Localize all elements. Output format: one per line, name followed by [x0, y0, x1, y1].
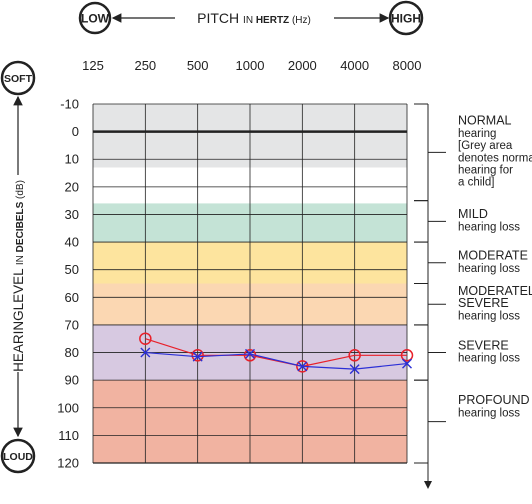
pitch-title-b: IN	[243, 15, 256, 26]
y-tick-label: 100	[57, 400, 79, 415]
x-marker-stroke	[349, 364, 360, 375]
y-tick-label: 90	[65, 373, 79, 388]
series-1-point	[297, 361, 308, 372]
pitch-title-d: (Hz)	[289, 15, 311, 26]
y-tick-label: 30	[65, 207, 79, 222]
category-subtext: hearing loss	[458, 407, 520, 419]
plot-area: -10 0 10 20 30 40 50 60 70 80 90 100 110 120 125 250 500…	[57, 58, 421, 471]
soft-badge	[0, 60, 36, 96]
y-tick-label: 60	[65, 290, 79, 305]
category-title: NORMAL	[458, 114, 512, 128]
loud-badge	[0, 438, 36, 474]
category-subtext: hearing loss	[458, 353, 520, 365]
series-1-point	[349, 364, 360, 375]
x-marker-stroke	[245, 348, 255, 359]
pitch-axis-header: LOW PITCH IN HERTZ (Hz) HIGH	[78, 0, 424, 36]
x-tick-label: 2000	[288, 58, 317, 73]
x-tick-label: 8000	[393, 58, 422, 73]
x-tick-label: 1000	[236, 58, 265, 73]
loud-label: LOUD	[3, 451, 33, 463]
category-title: PROFOUND	[458, 393, 530, 407]
category-subtext: hearing	[458, 128, 496, 140]
x-marker-stroke	[140, 347, 151, 358]
y-tick-label: -10	[60, 97, 79, 112]
category-title: SEVERE	[458, 338, 509, 352]
category-title: MODERATELY	[458, 284, 532, 298]
category-subtext: [Grey area	[458, 140, 513, 152]
level-title-d: (dB)	[15, 180, 26, 202]
x-tick-label: 4000	[340, 58, 369, 73]
high-label: HIGH	[391, 12, 421, 26]
low-label: LOW	[81, 12, 110, 26]
x-marker-stroke	[402, 358, 412, 369]
category-subtext: hearing loss	[458, 310, 520, 322]
y-tick-label: 10	[65, 152, 79, 167]
x-tick-label: 250	[134, 58, 156, 73]
category-subtext: denotes normal	[458, 152, 532, 164]
series-0-line	[145, 338, 407, 367]
pitch-title-a: PITCH	[197, 10, 243, 26]
soft-label: SOFT	[4, 73, 33, 85]
y-tick-label: 40	[65, 235, 79, 250]
y-tick-label: 120	[57, 456, 79, 471]
category-title: SEVERE	[458, 296, 509, 310]
y-tick-label: 50	[65, 262, 79, 277]
x-marker-stroke	[297, 361, 308, 372]
series-1-point	[402, 358, 412, 369]
series-1-line	[145, 351, 408, 370]
category-title: MODERATE	[458, 249, 528, 263]
low-badge	[78, 1, 112, 35]
category-subtext: hearing loss	[458, 263, 520, 275]
y-tick-label: 20	[65, 179, 79, 194]
series-0-point	[191, 349, 204, 362]
y-tick-label: 80	[65, 345, 79, 360]
y-tick-label: 0	[72, 124, 79, 139]
series-0-point	[139, 332, 152, 345]
series-1-point	[192, 351, 203, 362]
level-title-c: DECIBELS	[15, 201, 26, 252]
y-tick-label: 110	[58, 428, 79, 443]
category-subtext: hearing for	[458, 165, 513, 177]
pitch-title: PITCH IN HERTZ (Hz)	[197, 10, 311, 26]
category-subtext: a child]	[458, 177, 494, 189]
category-title: MILD	[458, 207, 488, 221]
series-0-point	[348, 349, 361, 362]
y-tick-label: 70	[65, 317, 79, 332]
x-tick-label: 125	[82, 58, 104, 73]
series-0-point	[400, 349, 414, 362]
pitch-title-c: HERTZ	[256, 15, 289, 26]
series-1-point	[140, 347, 151, 358]
x-tick-label: 500	[187, 58, 209, 73]
category-subtext: hearing loss	[458, 221, 520, 233]
level-axis-header: SOFT HEARINGLEVEL IN DECIBELS (dB) LOUD	[0, 60, 36, 474]
level-title: HEARINGLEVEL IN DECIBELS (dB)	[11, 180, 26, 372]
series-1-point	[245, 348, 255, 359]
high-badge	[388, 0, 424, 36]
x-marker-stroke	[192, 351, 203, 362]
level-title-b: IN	[15, 252, 26, 265]
category-3: MODERATELYSEVEREhearing loss	[414, 283, 532, 326]
level-title-a: HEARINGLEVEL	[11, 265, 26, 372]
